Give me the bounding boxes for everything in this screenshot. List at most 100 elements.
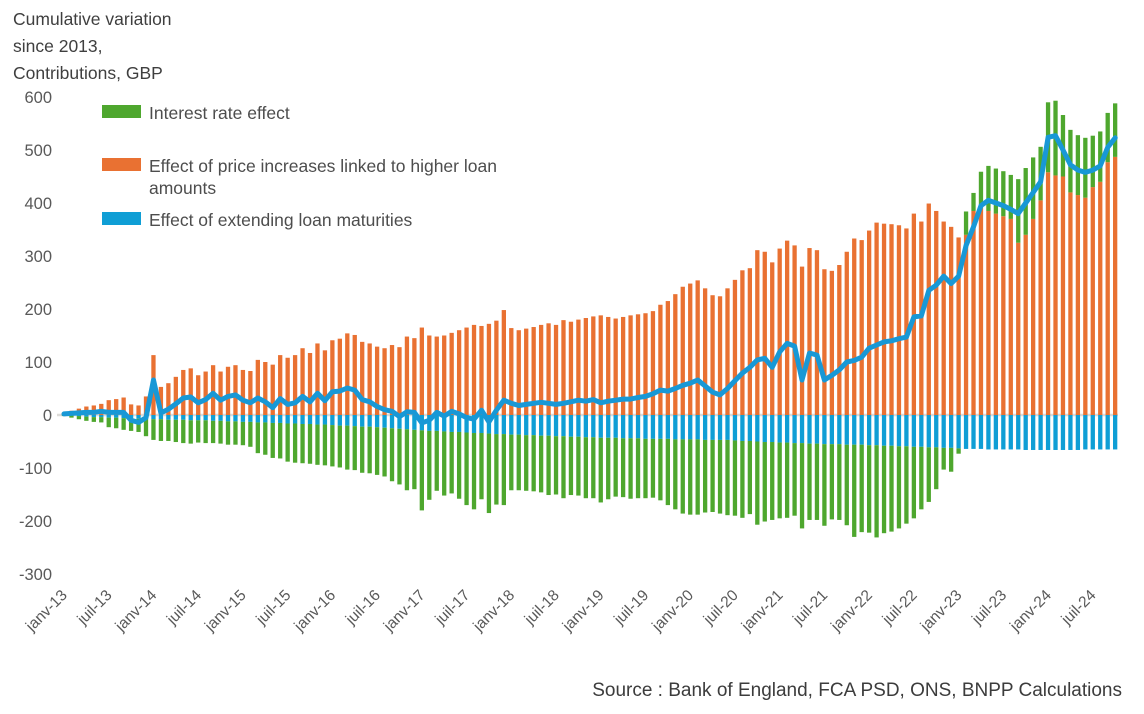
bar-interest-rate <box>822 444 827 526</box>
bar-interest-rate <box>479 433 484 500</box>
x-tick-label: juil-24 <box>1058 587 1100 629</box>
bar-maturity-extension <box>807 415 812 444</box>
bar-price-increase <box>158 386 164 415</box>
bar-maturity-extension <box>792 415 797 444</box>
bar-maturity-extension <box>501 415 506 435</box>
chart-title-line-1: Cumulative variation <box>13 9 172 29</box>
bar-price-increase <box>337 338 342 415</box>
bar-price-increase <box>598 315 603 415</box>
bar-interest-rate <box>941 447 946 470</box>
bar-price-increase <box>762 251 767 415</box>
legend-swatch-green <box>102 105 141 118</box>
bar-price-increase <box>389 345 395 415</box>
bar-interest-rate <box>620 438 626 498</box>
bar-interest-rate <box>814 443 820 520</box>
bar-maturity-extension <box>494 415 499 435</box>
bar-interest-rate <box>352 426 357 471</box>
x-tick-label: janv-22 <box>827 587 876 636</box>
bar-interest-rate <box>717 439 723 514</box>
bar-price-increase <box>553 324 559 415</box>
bar-price-increase <box>270 364 275 415</box>
bar-price-increase <box>1053 175 1058 415</box>
x-tick-label: juil-21 <box>789 587 831 629</box>
bar-interest-rate <box>538 435 544 493</box>
bar-maturity-extension <box>747 415 753 441</box>
bar-price-increase <box>531 327 536 415</box>
bar-maturity-extension <box>434 415 439 431</box>
bar-interest-rate <box>99 417 104 423</box>
bar-maturity-extension <box>1008 415 1013 450</box>
bar-interest-rate <box>576 436 581 496</box>
bar-price-increase <box>240 369 246 415</box>
legend-label-interest-rate: Interest rate effect <box>149 103 290 123</box>
bar-maturity-extension <box>784 415 790 443</box>
bar-interest-rate <box>106 417 111 428</box>
bar-price-increase <box>1105 162 1110 415</box>
bar-maturity-extension <box>285 415 290 424</box>
bar-interest-rate <box>613 437 618 497</box>
bar-maturity-extension <box>218 415 223 421</box>
x-tick-label: juil-16 <box>342 587 384 629</box>
bar-interest-rate <box>412 429 417 490</box>
bar-maturity-extension <box>1075 415 1081 450</box>
bar-maturity-extension <box>620 415 626 439</box>
bar-maturity-extension <box>919 415 924 447</box>
bar-price-increase <box>516 330 521 415</box>
bar-interest-rate <box>114 417 119 429</box>
bar-price-increase <box>993 213 999 415</box>
bar-interest-rate <box>1008 174 1013 219</box>
bar-interest-rate <box>419 430 424 511</box>
bar-maturity-extension <box>196 415 201 421</box>
bar-maturity-extension <box>337 415 342 426</box>
bar-maturity-extension <box>412 415 417 430</box>
bar-price-increase <box>755 250 760 415</box>
bar-price-increase <box>710 295 715 415</box>
bar-price-increase <box>844 251 849 415</box>
y-tick-label: 600 <box>24 89 52 107</box>
legend-label-maturities: Effect of extending loan maturities <box>149 210 413 230</box>
bar-price-increase <box>620 316 626 415</box>
bar-price-increase <box>322 350 328 415</box>
bar-maturity-extension <box>822 415 827 445</box>
bar-maturity-extension <box>777 415 782 443</box>
bar-maturity-extension <box>471 415 477 434</box>
chart-title-line-3: Contributions, GBP <box>13 63 163 83</box>
x-tick-label: janv-15 <box>201 587 250 636</box>
x-tick-label: juil-23 <box>968 587 1010 629</box>
bar-interest-rate <box>509 434 514 491</box>
bar-price-increase <box>1023 234 1028 415</box>
bar-maturity-extension <box>934 415 939 448</box>
bar-maturity-extension <box>188 415 193 421</box>
bar-price-increase <box>1075 195 1081 415</box>
bar-price-increase <box>874 222 879 415</box>
bar-maturity-extension <box>770 415 775 443</box>
bar-interest-rate <box>404 429 410 491</box>
bar-maturity-extension <box>166 415 171 420</box>
bar-interest-rate <box>374 427 380 475</box>
bar-interest-rate <box>531 435 536 492</box>
bar-maturity-extension <box>740 415 745 441</box>
bar-interest-rate <box>881 445 887 534</box>
legend-swatch-blue <box>102 212 141 225</box>
x-tick-label: juil-17 <box>431 587 473 629</box>
bar-price-increase <box>128 404 134 415</box>
bar-interest-rate <box>650 438 656 498</box>
bar-price-increase <box>486 323 492 415</box>
bar-interest-rate <box>486 433 492 514</box>
bar-price-increase <box>613 318 618 415</box>
x-tick-label: janv-23 <box>917 587 966 636</box>
y-tick-label: 200 <box>24 301 52 319</box>
x-tick-label: juil-15 <box>253 587 295 629</box>
bar-price-increase <box>360 341 365 415</box>
bar-interest-rate <box>278 422 283 459</box>
bar-maturity-extension <box>1098 415 1103 450</box>
bar-interest-rate <box>546 435 551 496</box>
bar-interest-rate <box>360 426 365 473</box>
bar-maturity-extension <box>859 415 864 445</box>
bar-price-increase <box>904 228 909 415</box>
bar-maturity-extension <box>509 415 514 435</box>
bar-maturity-extension <box>404 415 410 430</box>
bar-interest-rate <box>934 447 939 490</box>
bar-interest-rate <box>427 430 432 500</box>
bar-price-increase <box>345 333 350 415</box>
